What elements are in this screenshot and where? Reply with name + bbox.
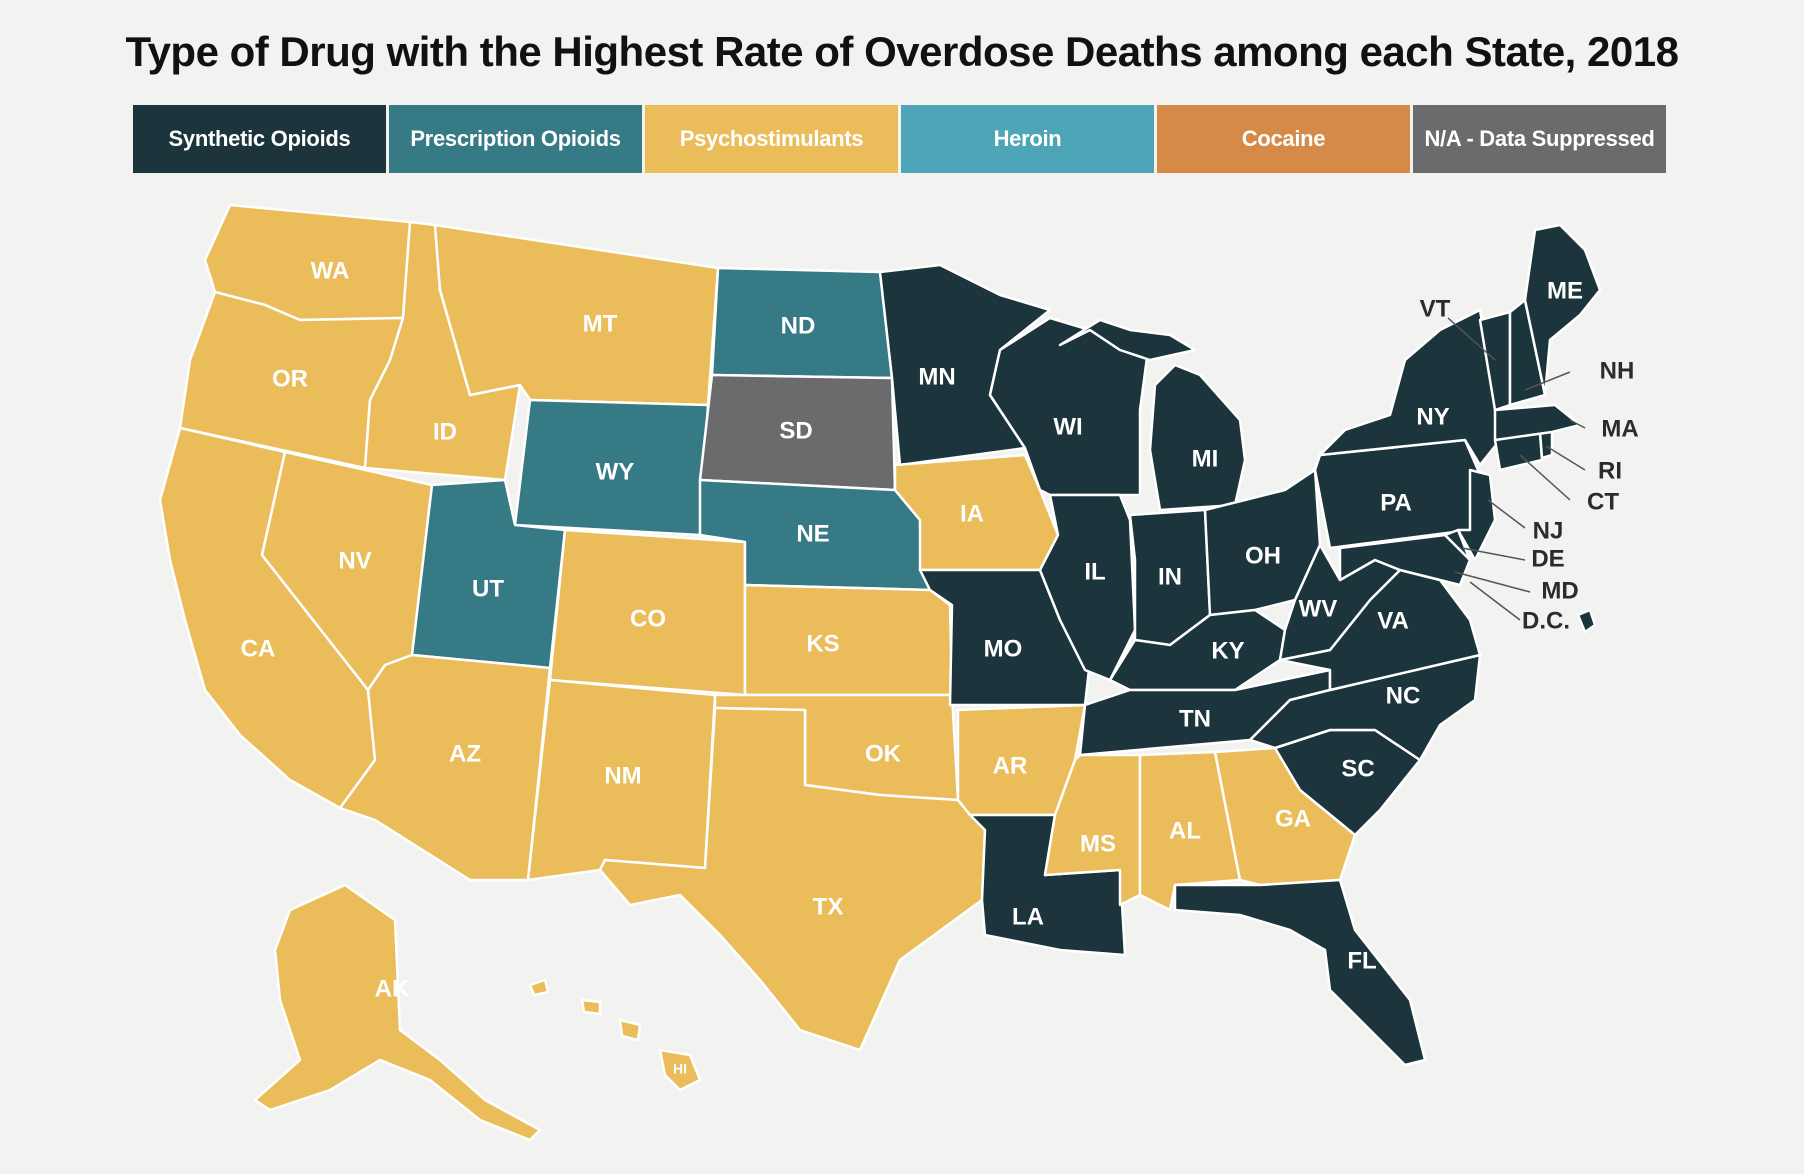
label-ak: AK bbox=[375, 975, 410, 1002]
label-oh: OH bbox=[1245, 542, 1281, 569]
label-mn: MN bbox=[918, 363, 955, 390]
label-wy: WY bbox=[596, 458, 635, 485]
label-ga: GA bbox=[1275, 805, 1311, 832]
label-tx: TX bbox=[813, 893, 844, 920]
state-tx[interactable] bbox=[598, 706, 987, 1052]
label-dc: D.C. bbox=[1522, 607, 1570, 634]
state-ny[interactable] bbox=[1318, 308, 1502, 467]
legend: Synthetic Opioids Prescription Opioids P… bbox=[133, 105, 1666, 173]
state-ak[interactable] bbox=[253, 883, 542, 1142]
label-hi: HI bbox=[673, 1061, 687, 1077]
state-hi-islands bbox=[528, 978, 642, 1042]
label-az: AZ bbox=[449, 740, 481, 767]
label-ia: IA bbox=[960, 500, 984, 527]
label-fl: FL bbox=[1347, 947, 1376, 974]
label-tn: TN bbox=[1179, 705, 1211, 732]
label-mt: MT bbox=[583, 310, 618, 337]
state-nj[interactable] bbox=[1456, 468, 1497, 562]
label-nm: NM bbox=[604, 762, 641, 789]
label-ar: AR bbox=[993, 752, 1028, 779]
label-nv: NV bbox=[338, 547, 371, 574]
label-al: AL bbox=[1169, 817, 1201, 844]
legend-cocaine: Cocaine bbox=[1157, 105, 1410, 173]
label-nj: NJ bbox=[1533, 517, 1564, 544]
label-ne: NE bbox=[796, 520, 829, 547]
label-wv: WV bbox=[1299, 595, 1338, 622]
label-nc: NC bbox=[1386, 682, 1421, 709]
state-me[interactable] bbox=[1523, 223, 1602, 397]
state-labels: WA OR CA ID NV MT WY UT AZ CO NM ND SD N… bbox=[241, 257, 1583, 1076]
state-ri[interactable] bbox=[1538, 430, 1554, 460]
state-az[interactable] bbox=[338, 653, 552, 882]
label-ok: OK bbox=[865, 740, 902, 767]
state-mi[interactable] bbox=[1148, 363, 1247, 512]
label-nd: ND bbox=[781, 312, 816, 339]
label-vt: VT bbox=[1420, 295, 1451, 322]
label-de: DE bbox=[1531, 545, 1564, 572]
label-ca: CA bbox=[241, 635, 276, 662]
legend-prescription-opioids: Prescription Opioids bbox=[389, 105, 642, 173]
label-ny: NY bbox=[1416, 403, 1449, 430]
label-wi: WI bbox=[1053, 413, 1082, 440]
label-va: VA bbox=[1377, 607, 1409, 634]
label-ut: UT bbox=[472, 575, 504, 602]
label-mo: MO bbox=[984, 635, 1023, 662]
label-ks: KS bbox=[806, 630, 839, 657]
label-ms: MS bbox=[1080, 830, 1116, 857]
label-or: OR bbox=[272, 365, 308, 392]
label-mi: MI bbox=[1192, 445, 1219, 472]
label-ct: CT bbox=[1587, 488, 1619, 515]
state-ma[interactable] bbox=[1493, 403, 1582, 442]
label-sd: SD bbox=[779, 417, 812, 444]
label-il: IL bbox=[1084, 558, 1105, 585]
label-co: CO bbox=[630, 605, 666, 632]
state-il[interactable] bbox=[1038, 493, 1137, 682]
state-ks[interactable] bbox=[743, 583, 954, 697]
label-pa: PA bbox=[1380, 489, 1412, 516]
leader-lines bbox=[1447, 317, 1586, 621]
label-me: ME bbox=[1547, 277, 1583, 304]
label-ky: KY bbox=[1211, 637, 1244, 664]
label-nh: NH bbox=[1600, 357, 1635, 384]
state-wi[interactable] bbox=[988, 316, 1152, 497]
state-fl[interactable] bbox=[1173, 878, 1427, 1067]
label-wa: WA bbox=[311, 257, 350, 284]
legend-synthetic-opioids: Synthetic Opioids bbox=[133, 105, 386, 173]
legend-heroin: Heroin bbox=[901, 105, 1154, 173]
map-title: Type of Drug with the Highest Rate of Ov… bbox=[125, 28, 1679, 75]
state-de[interactable] bbox=[1443, 528, 1472, 562]
label-md: MD bbox=[1541, 577, 1578, 604]
label-sc: SC bbox=[1341, 755, 1374, 782]
state-dc[interactable] bbox=[1576, 608, 1597, 634]
state-mt[interactable] bbox=[433, 223, 720, 407]
state-nc[interactable] bbox=[1248, 653, 1482, 762]
outside-labels: VT NH MA RI CT NJ DE MD D.C. bbox=[1420, 295, 1639, 634]
label-in: IN bbox=[1158, 563, 1182, 590]
label-id: ID bbox=[433, 418, 457, 445]
state-hi[interactable] bbox=[658, 1048, 702, 1092]
label-ma: MA bbox=[1601, 415, 1638, 442]
legend-psychostimulants: Psychostimulants bbox=[645, 105, 898, 173]
state-mi-upper[interactable] bbox=[1058, 318, 1197, 362]
label-ri: RI bbox=[1598, 457, 1622, 484]
label-la: LA bbox=[1012, 903, 1044, 930]
legend-data-suppressed: N/A - Data Suppressed bbox=[1413, 105, 1666, 173]
